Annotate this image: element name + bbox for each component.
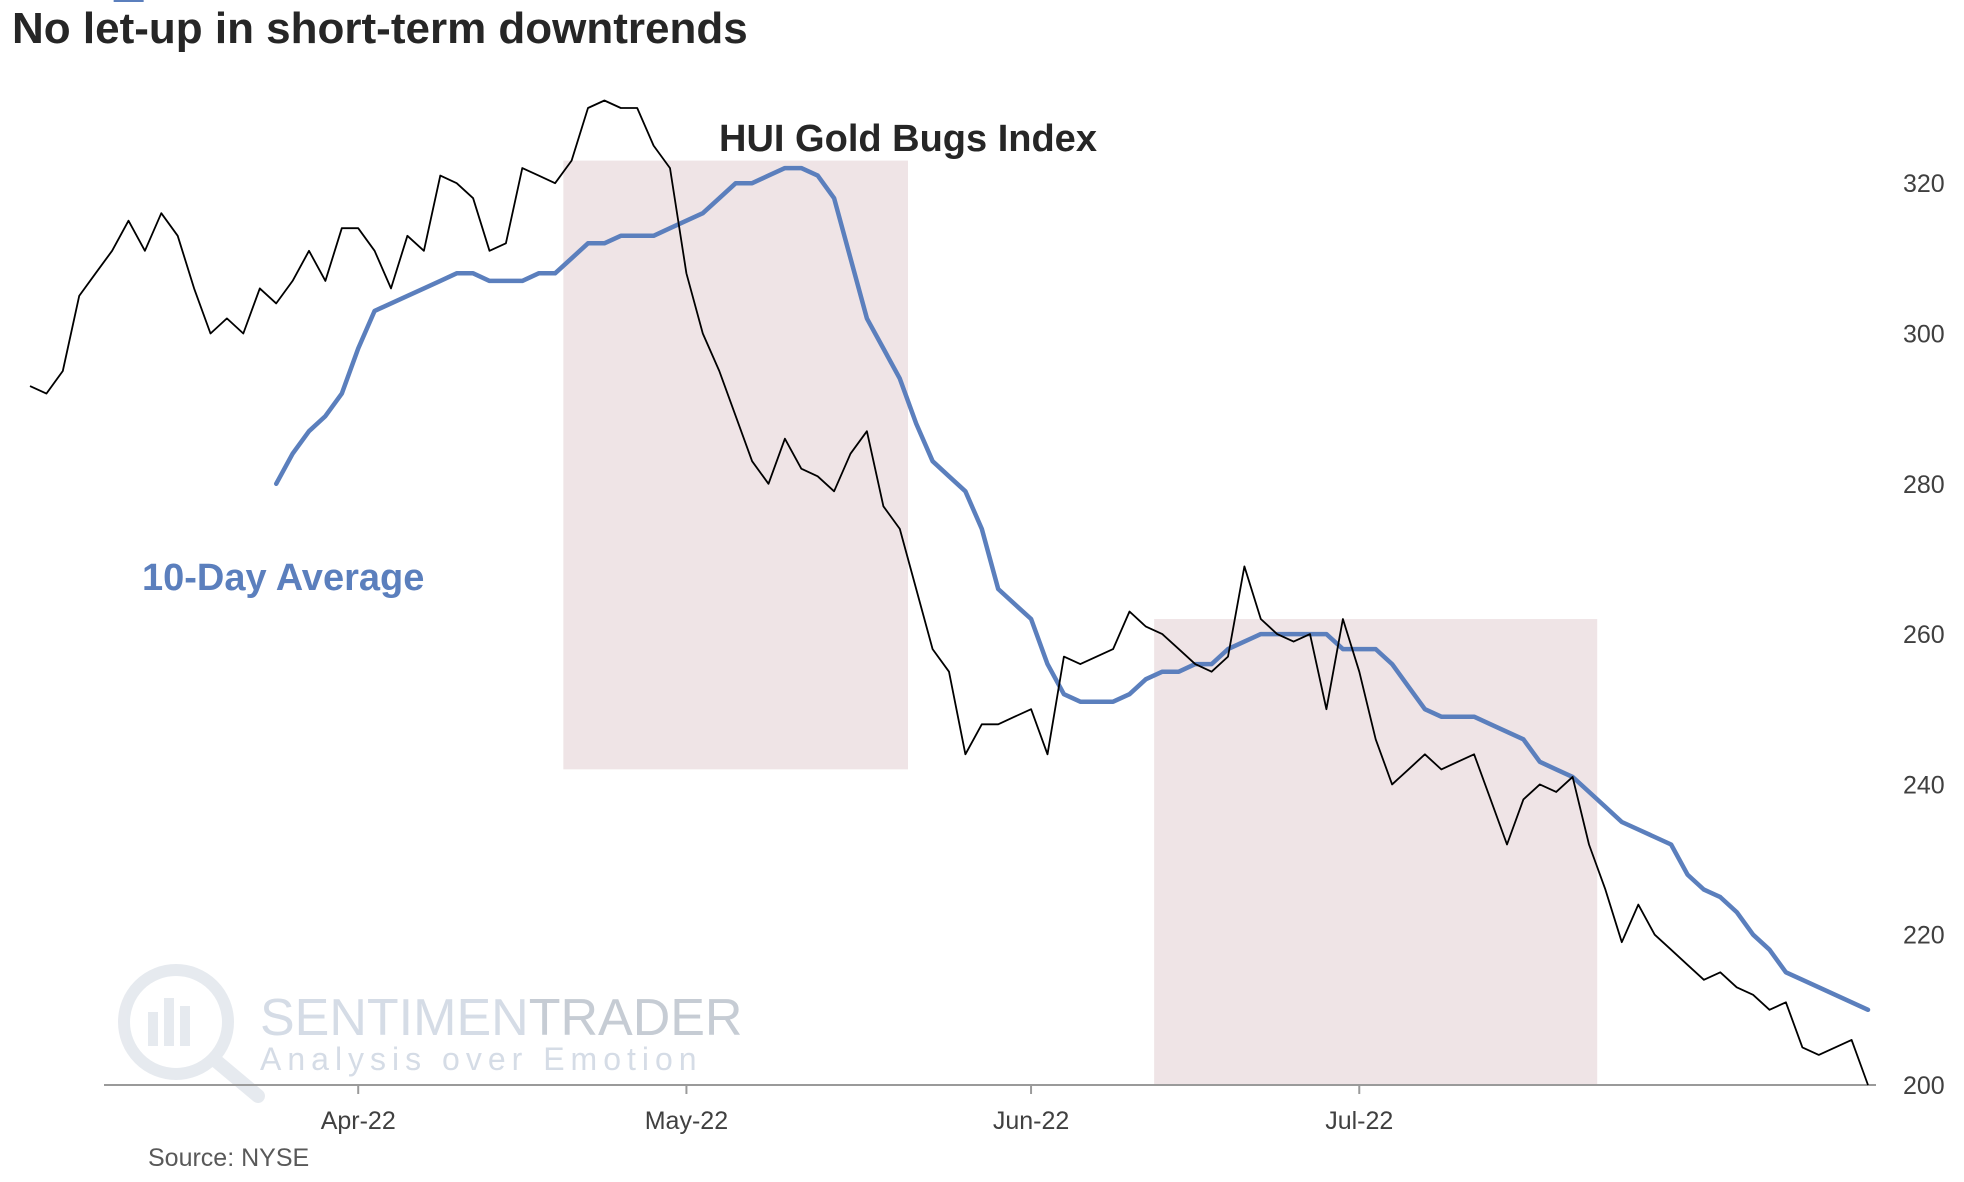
watermark-brand: SENTIMENTRADER	[260, 989, 742, 1047]
x-tick-label: Apr-22	[321, 1107, 396, 1135]
chart-title: HUI Gold Bugs Index	[719, 118, 1097, 160]
watermark-brand-light: SENTIMEN	[260, 989, 529, 1047]
shaded-period-1	[563, 160, 908, 770]
watermark-tagline: Analysis over Emotion	[260, 1041, 703, 1077]
y-tick-label: 280	[1903, 471, 1945, 499]
source-note: Source: NYSE	[148, 1144, 310, 1172]
annotation-label: 10-Day Average	[142, 557, 424, 599]
y-tick-label: 320	[1903, 170, 1945, 198]
headline: No let-up in short-term downtrends	[12, 4, 748, 53]
shaded-period-2	[1154, 619, 1598, 1085]
y-tick-label: 260	[1903, 621, 1945, 649]
y-tick-label: 300	[1903, 320, 1945, 348]
y-axis-ticks: 200 220 240 260 280 300 320	[1903, 170, 1945, 1100]
x-tick-label: Jun-22	[993, 1107, 1069, 1135]
watermark: SENTIMENTRADER Analysis over Emotion	[118, 964, 742, 1103]
x-tick-label: Jul-22	[1325, 1107, 1393, 1135]
watermark-logo-icon	[118, 964, 265, 1103]
series-10-day-average	[273, 165, 1871, 1013]
y-tick-label: 200	[1903, 1072, 1945, 1100]
annotation-10-day-average: 10-Day Average	[113, 0, 424, 599]
y-tick-label: 220	[1903, 922, 1945, 950]
shaded-periods	[563, 160, 1598, 1085]
x-axis-ticks: Apr-22 May-22 Jun-22 Jul-22	[321, 1085, 1393, 1135]
x-tick-label: May-22	[645, 1107, 728, 1135]
y-tick-label: 240	[1903, 771, 1945, 799]
watermark-brand-dark: TRADER	[529, 989, 743, 1047]
series-hui-gold-bugs-index	[29, 99, 1869, 1086]
